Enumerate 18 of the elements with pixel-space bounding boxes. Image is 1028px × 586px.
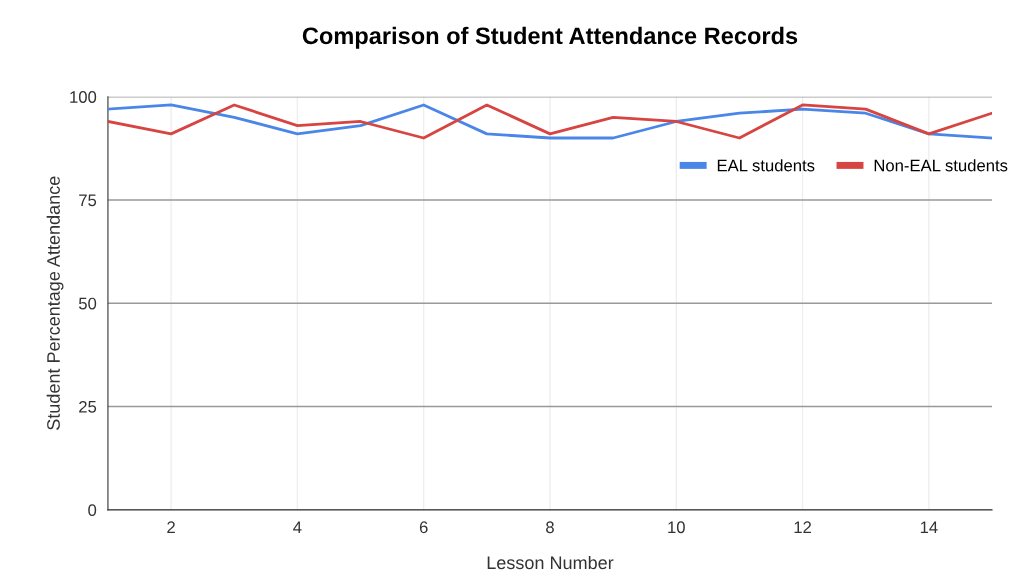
- x-tick-label: 12: [794, 521, 812, 534]
- legend-label: EAL students: [717, 159, 815, 172]
- y-axis-title: Student Percentage Attendance: [46, 176, 64, 430]
- x-tick-label: 2: [167, 521, 175, 534]
- x-axis-title: Lesson Number: [487, 555, 614, 570]
- y-tick-label: 25: [79, 400, 97, 413]
- y-tick-label: 100: [70, 91, 97, 103]
- y-tick-label: 50: [78, 297, 97, 310]
- x-tick-label: 14: [920, 521, 938, 534]
- x-tick-label: 4: [293, 521, 302, 534]
- x-tick-label: 6: [419, 521, 428, 534]
- x-tick-label: 10: [668, 521, 685, 534]
- chart-title: Comparison of Student Attendance Records: [302, 26, 798, 49]
- y-tick-label: 75: [79, 194, 97, 207]
- line-series: [107, 103, 993, 140]
- y-tick-label: 0: [88, 504, 97, 517]
- x-tick-label: 8: [546, 521, 554, 534]
- legend-label: Non-EAL students: [874, 159, 1008, 172]
